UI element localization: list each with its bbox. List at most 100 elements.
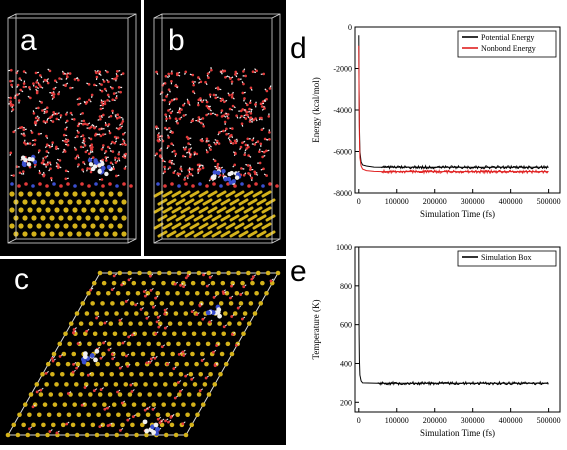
water-oxygen	[45, 372, 48, 375]
gold-atom	[94, 215, 99, 220]
water-oxygen	[65, 113, 68, 116]
gold-atom	[58, 199, 63, 204]
gold-atom	[213, 200, 220, 204]
water-oxygen	[258, 150, 261, 153]
water-oxygen	[206, 105, 209, 108]
gold-atom	[40, 215, 45, 220]
water-oxygen	[191, 120, 194, 123]
water-oxygen	[248, 108, 251, 111]
gold-atom	[161, 281, 166, 286]
gold-atom	[229, 301, 234, 306]
water-oxygen	[227, 117, 230, 120]
water-oxygen	[49, 161, 52, 164]
water-oxygen	[199, 305, 202, 308]
gold-atom	[45, 207, 50, 212]
gold-atom	[260, 281, 265, 286]
gold-atom	[121, 352, 126, 357]
gold-atom	[243, 311, 248, 316]
water-oxygen	[9, 100, 12, 103]
water-oxygen	[88, 127, 91, 130]
interface-atom	[261, 184, 265, 188]
water-oxygen	[225, 128, 228, 131]
water-oxygen	[57, 166, 60, 169]
water-oxygen	[111, 110, 114, 113]
gold-atom	[85, 231, 90, 236]
gold-atom	[147, 271, 152, 276]
panel-a: a	[0, 0, 141, 256]
water-oxygen	[235, 114, 238, 117]
water-oxygen	[192, 90, 195, 93]
water-oxygen	[229, 297, 232, 300]
water-oxygen	[207, 76, 210, 79]
water-oxygen	[268, 138, 271, 141]
gold-atom	[86, 412, 91, 417]
gold-atom	[92, 402, 97, 407]
water-oxygen	[200, 122, 203, 125]
water-oxygen	[90, 138, 93, 141]
gold-atom	[263, 208, 270, 212]
gold-atom	[221, 281, 226, 286]
gold-atom	[99, 223, 104, 228]
gold-atom	[186, 232, 193, 236]
water-oxygen	[123, 140, 126, 143]
interface-atom	[156, 182, 160, 186]
gold-atom	[112, 231, 117, 236]
gold-atom	[152, 402, 157, 407]
water-oxygen	[113, 92, 116, 95]
gold-atom	[16, 433, 21, 438]
gold-atom	[191, 208, 198, 212]
gold-atom	[216, 271, 221, 276]
gold-atom	[201, 402, 206, 407]
water-oxygen	[216, 114, 219, 117]
water-oxygen	[169, 166, 172, 169]
water-oxygen	[56, 118, 59, 121]
water-oxygen	[67, 392, 70, 395]
water-oxygen	[224, 76, 227, 79]
water-oxygen	[98, 71, 101, 74]
water-oxygen	[115, 97, 118, 100]
gold-atom	[184, 433, 189, 438]
interface-atom	[247, 184, 251, 188]
gold-atom	[217, 321, 222, 326]
gold-atom	[51, 423, 56, 428]
gold-atom	[80, 301, 85, 306]
water-oxygen	[35, 117, 38, 120]
water-oxygen	[159, 421, 162, 424]
gold-atom	[102, 281, 107, 286]
water-oxygen	[206, 151, 209, 154]
gold-atom	[258, 216, 265, 220]
gold-atom	[93, 331, 98, 336]
water-oxygen	[95, 71, 98, 74]
water-oxygen	[101, 90, 104, 93]
gold-atom	[98, 271, 103, 276]
gold-atom	[226, 342, 231, 347]
gold-atom	[222, 216, 229, 220]
gold-atom	[76, 231, 81, 236]
gold-atom	[249, 200, 256, 204]
legend-label: Nonbond Energy	[481, 44, 536, 53]
water-oxygen	[261, 128, 264, 131]
water-oxygen	[175, 117, 178, 120]
adsorbate-atom	[89, 162, 93, 166]
gold-atom	[186, 342, 191, 347]
water-oxygen	[232, 142, 235, 145]
water-oxygen	[214, 160, 217, 163]
adsorbate-atom	[217, 314, 222, 319]
gold-atom	[75, 311, 80, 316]
adsorbate-atom	[93, 158, 97, 162]
water-oxygen	[23, 82, 26, 85]
gold-atom	[102, 402, 107, 407]
gold-atom	[108, 191, 113, 196]
water-oxygen	[156, 321, 159, 324]
gold-atom	[94, 231, 99, 236]
water-oxygen	[50, 115, 53, 118]
gold-atom	[264, 291, 269, 296]
water-oxygen	[12, 131, 15, 134]
gold-atom	[94, 199, 99, 204]
water-oxygen	[53, 88, 56, 91]
water-oxygen	[262, 73, 265, 76]
water-oxygen	[35, 122, 38, 125]
water-oxygen	[32, 82, 35, 85]
water-oxygen	[12, 174, 15, 177]
water-oxygen	[125, 355, 128, 358]
